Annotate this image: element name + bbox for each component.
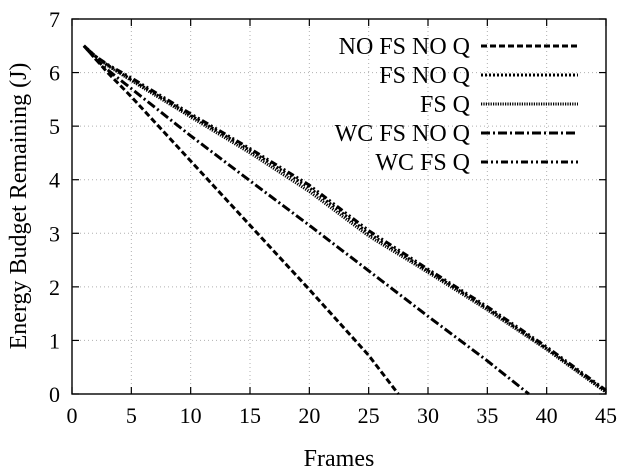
plot-frame: [71, 18, 607, 395]
legend-entry-label: WC FS Q: [375, 150, 470, 176]
y-tick-label: 5: [49, 114, 60, 139]
legend-entry-label: FS NO Q: [379, 63, 470, 89]
legend-entry-label: WC FS NO Q: [335, 121, 470, 147]
y-tick-label: 2: [49, 275, 60, 300]
series-line: [82, 44, 530, 396]
y-axis-label: Energy Budget Remaining (J): [6, 63, 32, 350]
series-line: [82, 44, 607, 394]
x-tick-label: 40: [536, 403, 558, 428]
y-tick-label: 1: [49, 328, 60, 353]
x-tick-label: 30: [417, 403, 439, 428]
legend-entry-label: NO FS NO Q: [339, 34, 470, 60]
legend-entry-label: FS Q: [420, 92, 470, 118]
x-tick-label: 45: [595, 403, 617, 428]
series-line: [82, 44, 607, 393]
x-axis-label: Frames: [304, 446, 375, 472]
x-tick-label: 25: [358, 403, 380, 428]
series-lines: [82, 44, 607, 396]
grid-lines: [72, 19, 606, 394]
y-tick-label: 6: [49, 61, 60, 86]
x-tick-label: 0: [67, 403, 78, 428]
x-tick-label: 20: [298, 403, 320, 428]
series-line: [82, 44, 607, 392]
x-tick-label: 5: [126, 403, 137, 428]
y-tick-label: 3: [49, 221, 60, 246]
y-tick-label: 7: [49, 7, 60, 32]
x-tick-label: 10: [180, 403, 202, 428]
x-tick-label: 15: [239, 403, 261, 428]
x-tick-label: 35: [476, 403, 498, 428]
legend: NO FS NO Q FS NO Q FS Q WC FS NO Q WC FS Q: [335, 34, 578, 176]
y-tick-label: 4: [49, 168, 60, 193]
y-tick-label: 0: [49, 382, 60, 407]
